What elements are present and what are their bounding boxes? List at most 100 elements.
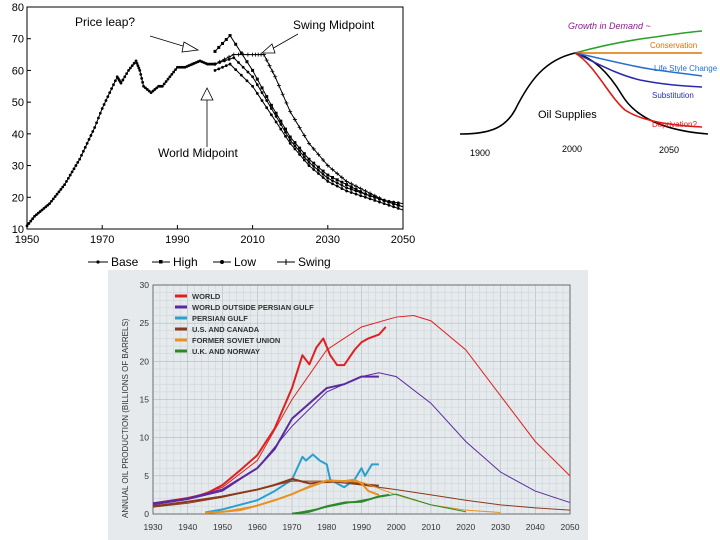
scenario-high-point (224, 38, 228, 42)
y-tick-label: 0 (144, 509, 149, 519)
scenario-high-point (279, 119, 283, 123)
scenario-swing-point (245, 52, 250, 57)
history-point (123, 75, 127, 79)
scenario-base-point (246, 70, 250, 74)
production-y-axis-label: ANNUAL OIL PRODUCTION (BILLIONS OF BARRE… (121, 318, 130, 518)
history-point (140, 76, 144, 80)
history-point (33, 214, 36, 218)
x-label-2000: 2000 (562, 144, 582, 154)
x-tick-label: 2030 (316, 234, 340, 246)
y-tick-label: 30 (12, 161, 24, 173)
scenario-high-point (269, 103, 273, 107)
legend-former-soviet-union: FORMER SOVIET UNION (192, 336, 280, 345)
history-point (85, 141, 89, 145)
production-plot-frame (152, 284, 571, 515)
history-point (76, 161, 80, 164)
x-tick-label: 2050 (391, 234, 415, 246)
scenario-high-point (298, 146, 302, 150)
scenario-low-point (274, 120, 278, 124)
former-soviet-union-actual-line (205, 478, 380, 514)
persian-gulf-actual-line (204, 453, 379, 514)
scenario-low-point (217, 67, 221, 71)
history-point (172, 70, 176, 74)
history-point (48, 202, 51, 206)
history-point (25, 224, 29, 228)
history-point (55, 192, 59, 196)
substitution-curve (574, 52, 703, 88)
y-tick-label: 80 (12, 2, 24, 14)
scenario-high-point (307, 157, 311, 161)
scenario-low-point (378, 200, 381, 204)
x-tick-label: 1950 (213, 522, 232, 532)
x-tick-label: 1980 (317, 522, 336, 532)
scenario-high-point (221, 41, 225, 45)
scenario-low-point (349, 191, 353, 194)
scenario-base-point (298, 149, 301, 153)
scenario-high-point (213, 49, 217, 53)
history-point (51, 197, 55, 201)
history-point (129, 66, 132, 70)
history-point (31, 217, 35, 221)
history-point (174, 68, 177, 72)
history-point (135, 61, 139, 65)
scenario-low-point (270, 113, 273, 117)
scenario-swing-point (292, 117, 297, 122)
scenario-base-point (396, 201, 400, 205)
scenario-base-point (312, 164, 316, 168)
history-point (125, 72, 129, 75)
conservation-label: Conservation (650, 41, 697, 50)
scenario-base-point (335, 181, 339, 185)
history-point (119, 81, 123, 85)
scenario-base-point (284, 130, 287, 134)
scenario-swing-point (316, 152, 321, 157)
x-tick-label: 1960 (248, 522, 267, 532)
scenario-base-point (349, 187, 353, 191)
history-point (95, 121, 98, 125)
y-tick-label: 40 (12, 129, 24, 141)
history-point (53, 195, 57, 198)
x-tick-label: 2000 (387, 522, 406, 532)
demand-scenarios-chart: Growth in Demand ~ Conservation Life Sty… (459, 21, 718, 158)
history-point (112, 83, 115, 87)
scenario-low-point (392, 205, 395, 209)
scenario-low-point (354, 192, 358, 196)
growth-demand-label: Growth in Demand ~ (568, 21, 651, 31)
y-tick-label: 50 (12, 97, 24, 109)
scenario-low-point (251, 84, 255, 88)
history-point (170, 72, 174, 76)
scenario-high-point (331, 175, 334, 179)
scenario-high-point (340, 180, 344, 184)
history-point (147, 89, 151, 93)
world-outside-persian-gulf-fit-line (152, 372, 571, 506)
history-point (80, 153, 83, 157)
scenario-high-point (368, 194, 372, 198)
x-tick-label: 1970 (283, 522, 302, 532)
scenario-swing-point (377, 196, 382, 201)
scenario-low-point (213, 69, 217, 72)
swing-midpoint-arrowhead (260, 43, 276, 54)
scenario-high-point (321, 169, 325, 173)
scenario-high-point (234, 42, 238, 46)
scenario-low-point (224, 64, 228, 68)
scenario-low-point (335, 184, 339, 188)
scenario-high-point (251, 68, 255, 72)
scenario-high-point (288, 135, 292, 139)
scenario-high-point (363, 192, 367, 196)
scenario-high-point (245, 60, 249, 64)
world-fit-line (152, 315, 571, 506)
history-point (160, 84, 164, 88)
scenario-plot-frame (26, 6, 404, 230)
y-tick-label: 30 (140, 280, 150, 290)
world-outside-persian-gulf-actual-line (152, 375, 379, 505)
x-tick-label: 2010 (240, 234, 264, 246)
scenario-low-point (312, 168, 316, 171)
scenario-swing-point (344, 179, 349, 184)
scenario-high-point (335, 178, 339, 182)
scenario-base-point (241, 65, 245, 69)
history-point (72, 167, 76, 171)
scenario-low-point (298, 153, 301, 156)
world-midpoint-arrowhead (200, 87, 214, 101)
history-point (35, 213, 38, 217)
scenario-high-point (302, 152, 306, 156)
history-point (40, 208, 44, 212)
